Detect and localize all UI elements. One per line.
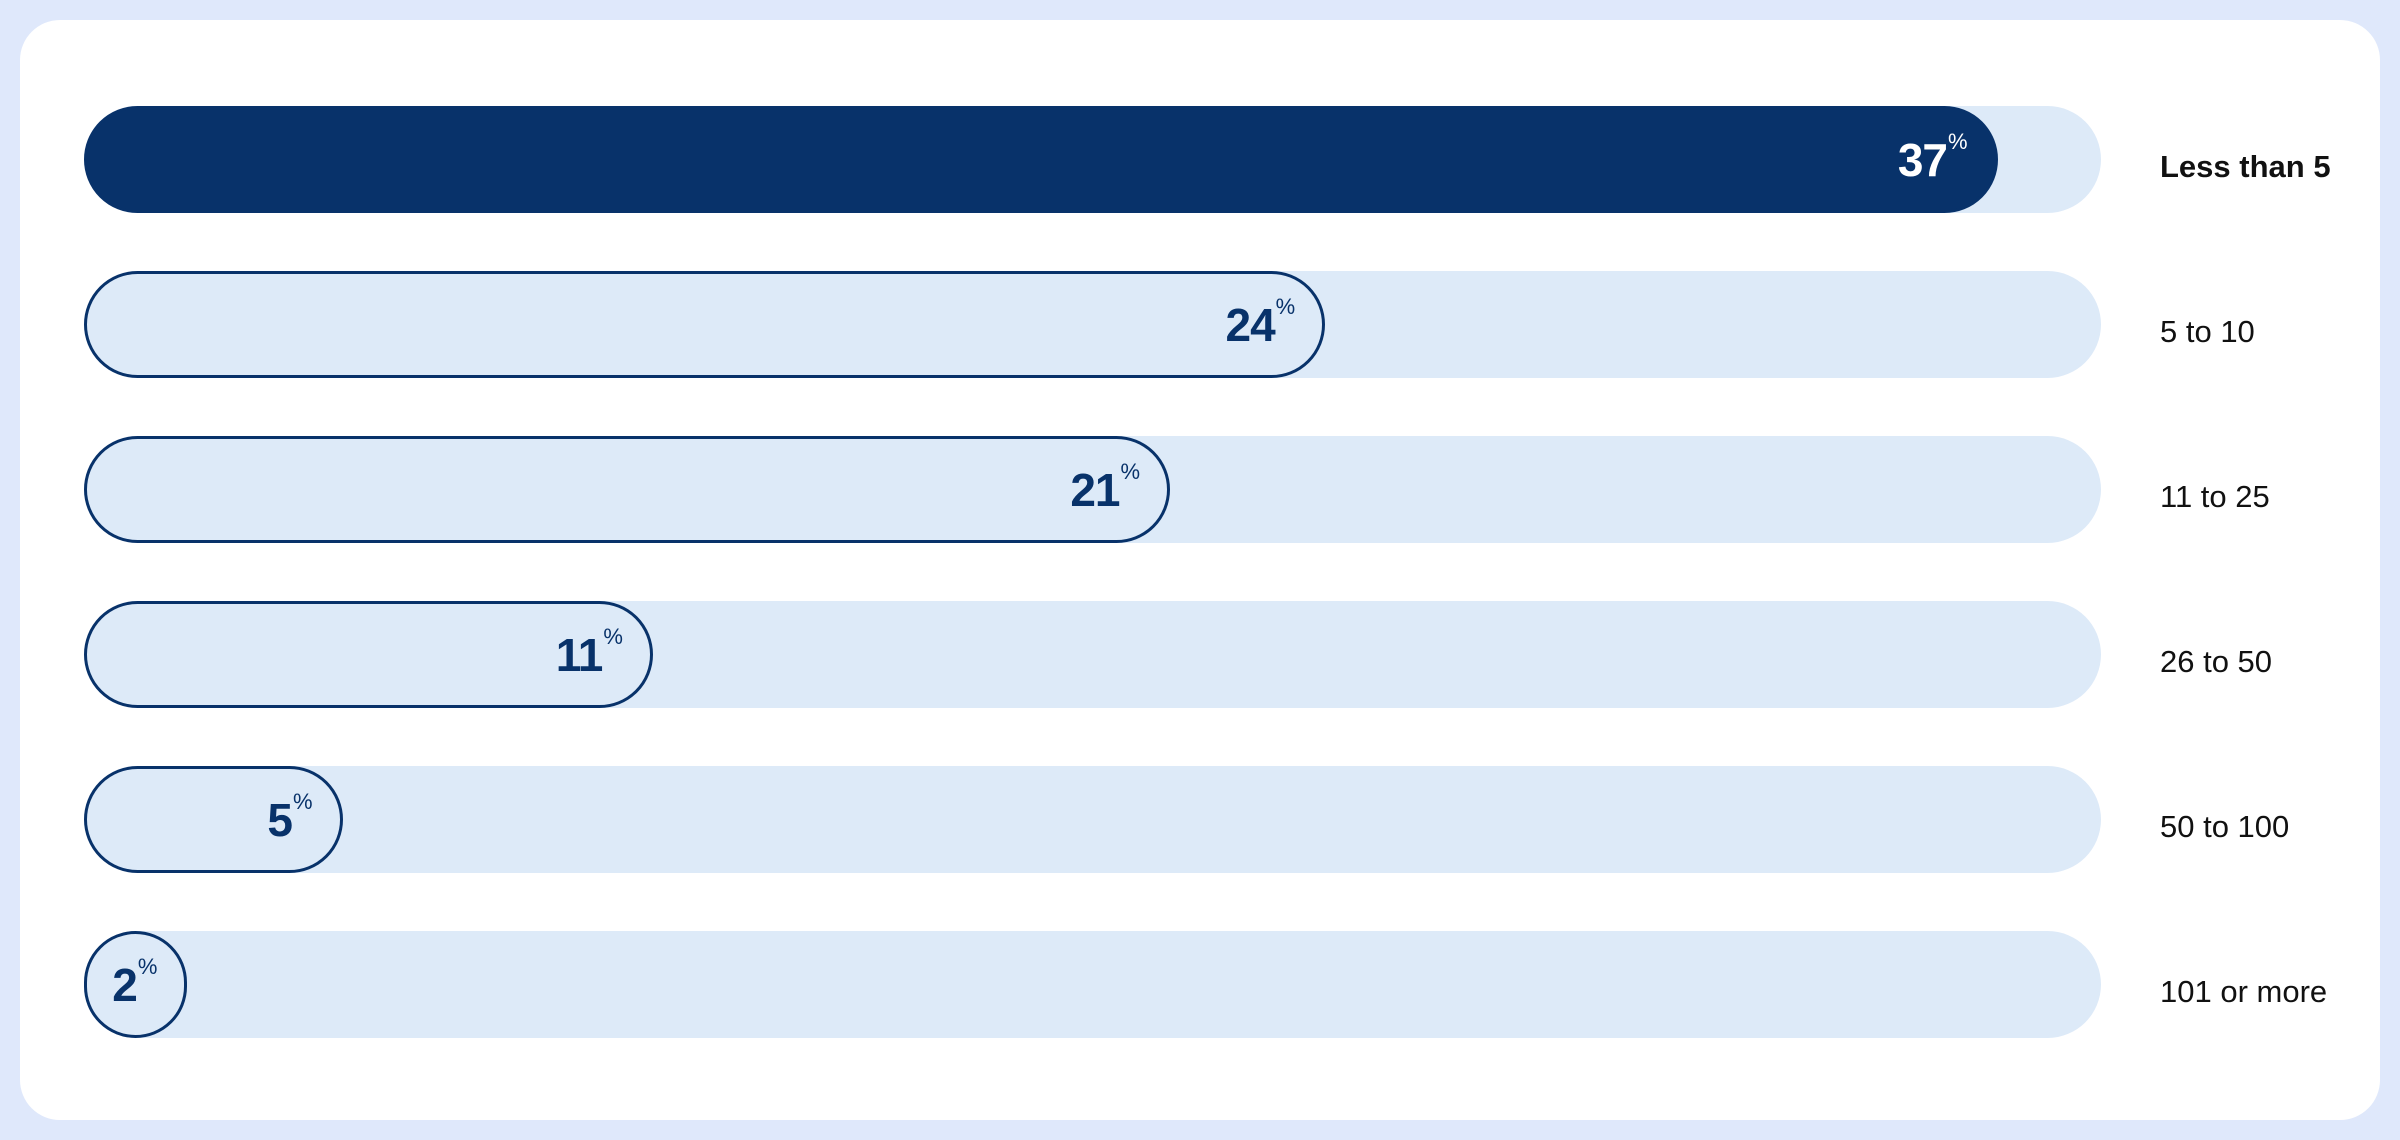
data-label: 21%: [1070, 458, 1140, 516]
percent-sign: %: [1120, 458, 1141, 484]
bar: 21%: [84, 436, 1171, 543]
category-label: 26 to 50: [2160, 644, 2273, 679]
data-label: 5%: [267, 788, 312, 846]
bar: 5%: [84, 766, 343, 873]
percent-sign: %: [1275, 293, 1296, 319]
bar: 2%: [84, 931, 188, 1038]
data-label: 2%: [112, 953, 157, 1011]
category-label: 11 to 25: [2160, 479, 2270, 514]
bar-track: 21%: [84, 436, 2101, 543]
category-label: 5 to 10: [2160, 314, 2255, 349]
category-label: 101 or more: [2160, 974, 2328, 1009]
percent-sign: %: [293, 788, 313, 814]
bar: 11%: [84, 601, 653, 708]
bar: 24%: [84, 271, 1326, 378]
bar-track: 2%: [84, 931, 2101, 1038]
percent-sign: %: [1948, 128, 1968, 154]
bar-track: 11%: [84, 601, 2101, 708]
percent-sign: %: [603, 623, 623, 649]
bar-track: 24%: [84, 271, 2101, 378]
category-label: Less than 5: [2160, 149, 2331, 184]
bar-track: 5%: [84, 766, 2101, 873]
category-label: 50 to 100: [2160, 809, 2290, 844]
data-label: 11%: [555, 623, 623, 681]
percent-sign: %: [137, 953, 158, 979]
data-label: 37%: [1897, 128, 1968, 186]
data-label: 24%: [1225, 293, 1295, 351]
bar: 37%: [84, 106, 1998, 213]
bar-track: 37%: [84, 106, 2101, 213]
